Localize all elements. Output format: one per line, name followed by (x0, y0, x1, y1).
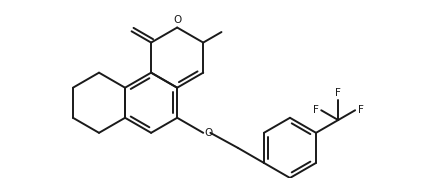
Text: O: O (205, 128, 213, 138)
Text: O: O (173, 15, 181, 25)
Text: F: F (312, 105, 318, 115)
Text: F: F (358, 105, 364, 115)
Text: F: F (335, 88, 341, 98)
